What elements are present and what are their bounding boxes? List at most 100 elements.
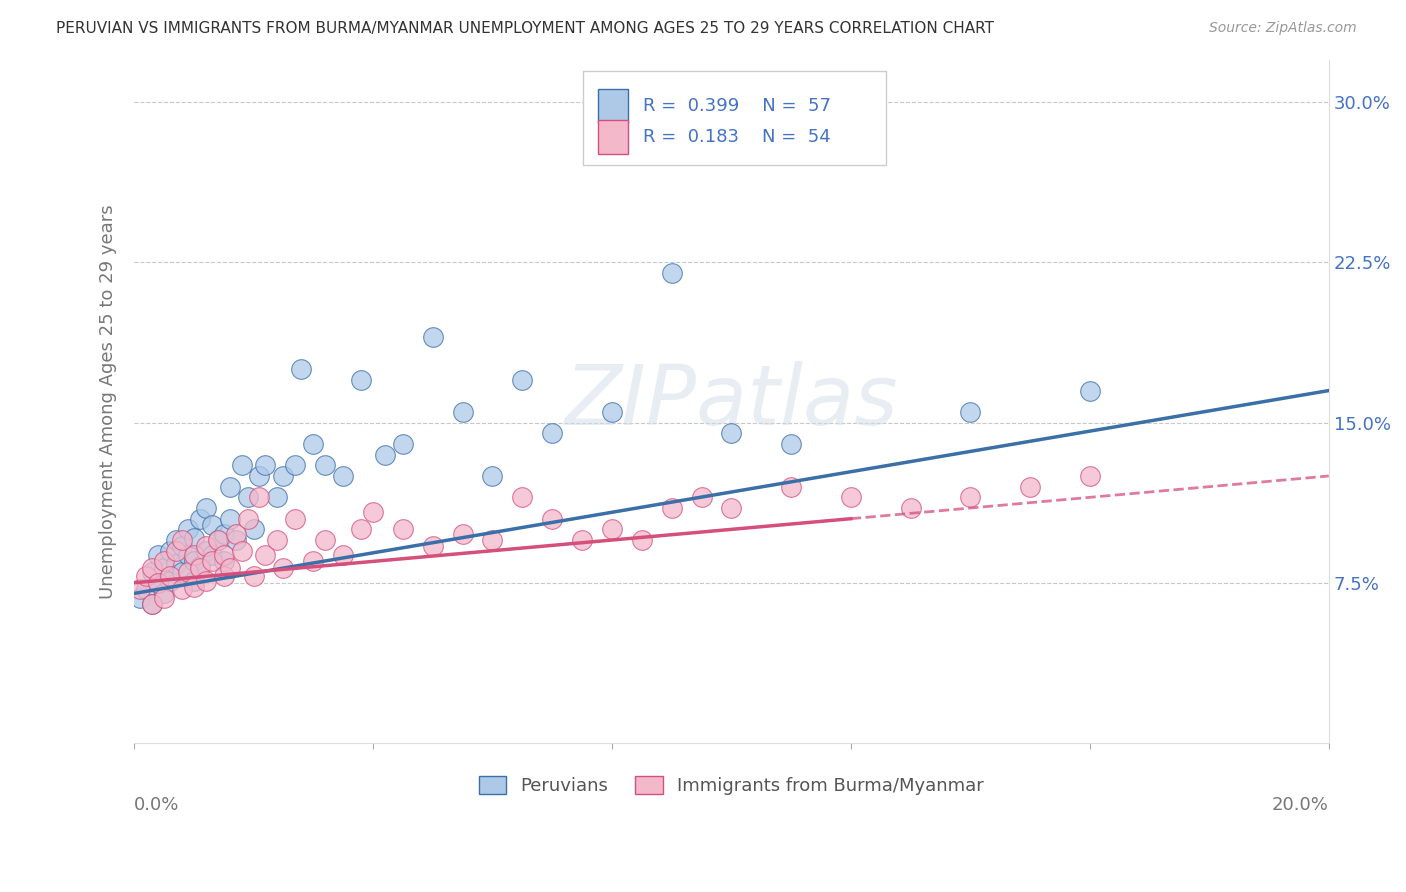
Point bbox=[218, 480, 240, 494]
Point bbox=[422, 540, 444, 554]
Point bbox=[314, 533, 336, 547]
Point bbox=[225, 526, 247, 541]
Point bbox=[153, 591, 176, 605]
Point bbox=[273, 469, 295, 483]
Point bbox=[141, 597, 163, 611]
Point bbox=[541, 511, 564, 525]
Point bbox=[153, 586, 176, 600]
Point bbox=[481, 469, 503, 483]
Point bbox=[207, 533, 229, 547]
Point bbox=[201, 518, 224, 533]
Point bbox=[900, 501, 922, 516]
Point bbox=[302, 554, 325, 568]
Point bbox=[165, 533, 187, 547]
Point bbox=[242, 522, 264, 536]
Point bbox=[177, 548, 200, 562]
Point bbox=[159, 543, 181, 558]
Point bbox=[780, 480, 803, 494]
Point bbox=[254, 458, 277, 473]
Point bbox=[183, 580, 205, 594]
Point bbox=[141, 597, 163, 611]
Point bbox=[129, 591, 152, 605]
Point bbox=[188, 511, 211, 525]
Point bbox=[236, 511, 259, 525]
Point bbox=[231, 458, 253, 473]
Point bbox=[350, 522, 373, 536]
Point bbox=[350, 373, 373, 387]
Point bbox=[314, 458, 336, 473]
Point bbox=[153, 554, 176, 568]
Point bbox=[212, 526, 235, 541]
Point bbox=[249, 491, 271, 505]
Point bbox=[510, 491, 533, 505]
Point bbox=[188, 558, 211, 573]
Point bbox=[194, 543, 217, 558]
Point bbox=[510, 373, 533, 387]
Point bbox=[165, 557, 187, 571]
Point bbox=[780, 437, 803, 451]
Point bbox=[959, 405, 981, 419]
Point bbox=[571, 533, 593, 547]
Point bbox=[146, 548, 169, 562]
Point bbox=[153, 561, 176, 575]
Point bbox=[481, 533, 503, 547]
Point bbox=[231, 543, 253, 558]
Text: PERUVIAN VS IMMIGRANTS FROM BURMA/MYANMAR UNEMPLOYMENT AMONG AGES 25 TO 29 YEARS: PERUVIAN VS IMMIGRANTS FROM BURMA/MYANMA… bbox=[56, 21, 994, 36]
Point bbox=[959, 491, 981, 505]
Point bbox=[302, 437, 325, 451]
Point bbox=[218, 561, 240, 575]
Point bbox=[254, 548, 277, 562]
Point bbox=[170, 540, 193, 554]
Point bbox=[170, 565, 193, 579]
Point bbox=[194, 540, 217, 554]
Text: ZIPatlas: ZIPatlas bbox=[565, 360, 898, 442]
Text: 20.0%: 20.0% bbox=[1272, 797, 1329, 814]
Point bbox=[332, 469, 354, 483]
Point bbox=[242, 569, 264, 583]
Point bbox=[183, 531, 205, 545]
Point bbox=[170, 533, 193, 547]
Text: Source: ZipAtlas.com: Source: ZipAtlas.com bbox=[1209, 21, 1357, 35]
Point bbox=[218, 511, 240, 525]
Point bbox=[1078, 469, 1101, 483]
Point bbox=[273, 561, 295, 575]
Point bbox=[332, 548, 354, 562]
Point bbox=[392, 437, 415, 451]
Text: R =  0.183    N =  54: R = 0.183 N = 54 bbox=[643, 128, 831, 146]
Point bbox=[720, 426, 742, 441]
Point bbox=[236, 491, 259, 505]
Point bbox=[177, 522, 200, 536]
Point bbox=[194, 501, 217, 516]
Point bbox=[146, 575, 169, 590]
Point bbox=[451, 405, 474, 419]
Point bbox=[290, 362, 312, 376]
Point bbox=[284, 511, 307, 525]
Point bbox=[159, 574, 181, 588]
Point bbox=[183, 548, 205, 562]
Point bbox=[392, 522, 415, 536]
Point bbox=[1078, 384, 1101, 398]
Point bbox=[225, 533, 247, 547]
Text: R =  0.399    N =  57: R = 0.399 N = 57 bbox=[643, 97, 831, 115]
Point bbox=[183, 554, 205, 568]
Point bbox=[451, 526, 474, 541]
Point bbox=[720, 501, 742, 516]
Point bbox=[422, 330, 444, 344]
Point bbox=[661, 501, 683, 516]
Point bbox=[361, 505, 384, 519]
Text: 0.0%: 0.0% bbox=[134, 797, 180, 814]
Point bbox=[374, 448, 396, 462]
Point bbox=[541, 426, 564, 441]
Legend: Peruvians, Immigrants from Burma/Myanmar: Peruvians, Immigrants from Burma/Myanmar bbox=[472, 768, 991, 802]
Point bbox=[249, 469, 271, 483]
Point bbox=[690, 491, 713, 505]
Point bbox=[141, 565, 163, 579]
Point bbox=[165, 543, 187, 558]
Point bbox=[600, 522, 623, 536]
Point bbox=[177, 565, 200, 579]
Point bbox=[141, 561, 163, 575]
Point bbox=[135, 569, 157, 583]
Point bbox=[266, 491, 288, 505]
Point bbox=[661, 266, 683, 280]
Point bbox=[201, 554, 224, 568]
